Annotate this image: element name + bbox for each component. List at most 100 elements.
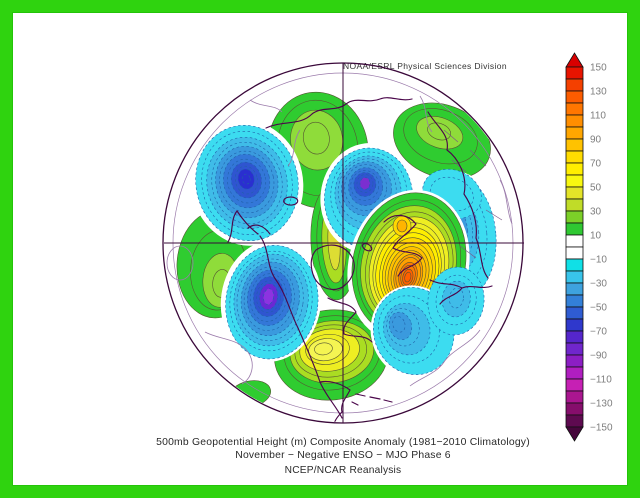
coastline-alaska xyxy=(227,210,238,243)
coastline-caribbean-islands xyxy=(351,393,393,406)
coastline-uk xyxy=(362,243,373,252)
colorbar-segment xyxy=(565,186,584,200)
country-borders xyxy=(443,129,503,259)
credit-text: NOAA/ESRL Physical Sciences Division xyxy=(343,61,507,71)
colorbar-segment xyxy=(565,282,584,296)
colorbar-segment xyxy=(565,222,584,236)
zero-contour-line xyxy=(249,99,283,113)
coastline-siberia xyxy=(265,97,413,129)
zero-contour-line xyxy=(287,129,301,167)
coastline-east-asia xyxy=(427,111,489,279)
border-lines xyxy=(443,129,503,259)
map-frame xyxy=(162,62,524,424)
contour-ring xyxy=(263,288,274,305)
contour-ring xyxy=(392,316,406,333)
map-boundary-circle xyxy=(162,62,524,424)
anomaly-east-siberian-negative xyxy=(190,120,304,246)
contour-ring xyxy=(386,308,420,347)
plot-canvas: NOAA/ESRL Physical Sciences Division xyxy=(12,12,628,486)
coastline-bering xyxy=(236,210,271,235)
colorbar-segment xyxy=(565,90,584,104)
caption-title: 500mb Geopotential Height (m) Composite … xyxy=(156,437,530,448)
colorbar-segment xyxy=(565,414,584,428)
colorbar-segment xyxy=(565,318,584,332)
contour-ring xyxy=(256,280,281,313)
colorbar-segment xyxy=(565,234,584,248)
colorbar-segment xyxy=(565,114,584,128)
contour-ring xyxy=(430,176,474,212)
colorbar-tick-label: −70 xyxy=(590,327,607,338)
contour-ring xyxy=(229,250,313,352)
colorbar: 150 130 110 90 70 50 30 10 −10 −30 −50 −70 −90 −110 −1… xyxy=(565,52,613,442)
colorbar-segment xyxy=(565,378,584,392)
contour-ring xyxy=(388,311,413,340)
contour-ring xyxy=(350,170,380,201)
contour-ring xyxy=(294,324,367,378)
contour-ring xyxy=(396,219,408,233)
colorbar-segment xyxy=(565,270,584,284)
contour-ring xyxy=(314,342,333,356)
colorbar-segment xyxy=(565,402,584,416)
coastline-greenland xyxy=(310,244,355,290)
anomaly-scandinavia-secondary-max xyxy=(392,215,412,237)
zero-contour-oval xyxy=(166,245,194,281)
colorbar-tick-label: −90 xyxy=(590,351,607,362)
contour-ring xyxy=(435,274,477,326)
colorbar-arrow-down xyxy=(565,426,584,442)
colorbar-segment xyxy=(565,174,584,188)
colorbar-tick-label: 30 xyxy=(590,207,602,218)
colorbar-segment xyxy=(565,150,584,164)
contour-ring xyxy=(211,141,283,225)
contour-ring xyxy=(234,165,258,195)
zero-contour-line xyxy=(499,179,513,225)
anomaly-blobs-layer xyxy=(176,91,501,408)
contour-ring xyxy=(290,109,343,171)
colorbar-tick-label: 110 xyxy=(590,111,606,122)
coastline-europe-mediterranean xyxy=(429,279,493,305)
colorbar-segment xyxy=(565,210,584,224)
colorbar-tick-label: −10 xyxy=(590,255,607,266)
anomaly-scandinavia-positive xyxy=(347,189,470,343)
colorbar-segment xyxy=(565,390,584,404)
colorbar-segment xyxy=(565,198,584,212)
colorbar-segment xyxy=(565,246,584,260)
coastline-iceland xyxy=(283,196,299,206)
contour-ring xyxy=(227,158,267,204)
colorbar-tick-label: 10 xyxy=(590,231,602,242)
contour-ring xyxy=(241,173,251,185)
contour-ring xyxy=(237,168,255,190)
colorbar-segment xyxy=(565,354,584,368)
colorbar-tick-label: 70 xyxy=(590,159,602,170)
zero-contours xyxy=(166,95,513,387)
contour-ring xyxy=(359,177,371,190)
colorbar-tick-label: 90 xyxy=(590,135,602,146)
colorbar-tick-label: 150 xyxy=(590,63,607,74)
colorbar-segment xyxy=(565,66,584,80)
colorbar-segment xyxy=(565,162,584,176)
colorbar-tick-label: −150 xyxy=(590,423,613,434)
caption-composite: November − Negative ENSO − MJO Phase 6 xyxy=(235,450,451,461)
zero-contour-line xyxy=(409,329,481,387)
colorbar-tick-label: −130 xyxy=(590,399,613,410)
colorbar-segment xyxy=(565,366,584,380)
anomaly-atlantic-negative-east xyxy=(427,266,485,336)
contour-ring xyxy=(424,184,488,286)
anomaly-gulf-alaska-negative xyxy=(220,240,322,362)
coastline-scandinavia xyxy=(383,214,423,277)
colorbar-arrow-up xyxy=(565,52,584,68)
colorbar-tick-label: 130 xyxy=(590,87,607,98)
contour-ring xyxy=(344,164,387,211)
contour-ring xyxy=(305,333,350,365)
contour-ring xyxy=(441,280,471,318)
colorbar-tick-label: −50 xyxy=(590,303,607,314)
contour-ring xyxy=(404,271,412,283)
colorbar-segment xyxy=(565,102,584,116)
colorbar-tick-label: 50 xyxy=(590,183,602,194)
composite-anomaly-map: 150 130 110 90 70 50 30 10 −10 −30 −50 −70 −90 −110 −1… xyxy=(162,52,613,442)
colorbar-segment xyxy=(565,306,584,320)
contour-ring xyxy=(356,174,374,193)
contour-ring xyxy=(302,121,330,155)
colorbar-tick-label: −110 xyxy=(590,375,612,386)
colorbar-segment xyxy=(565,342,584,356)
